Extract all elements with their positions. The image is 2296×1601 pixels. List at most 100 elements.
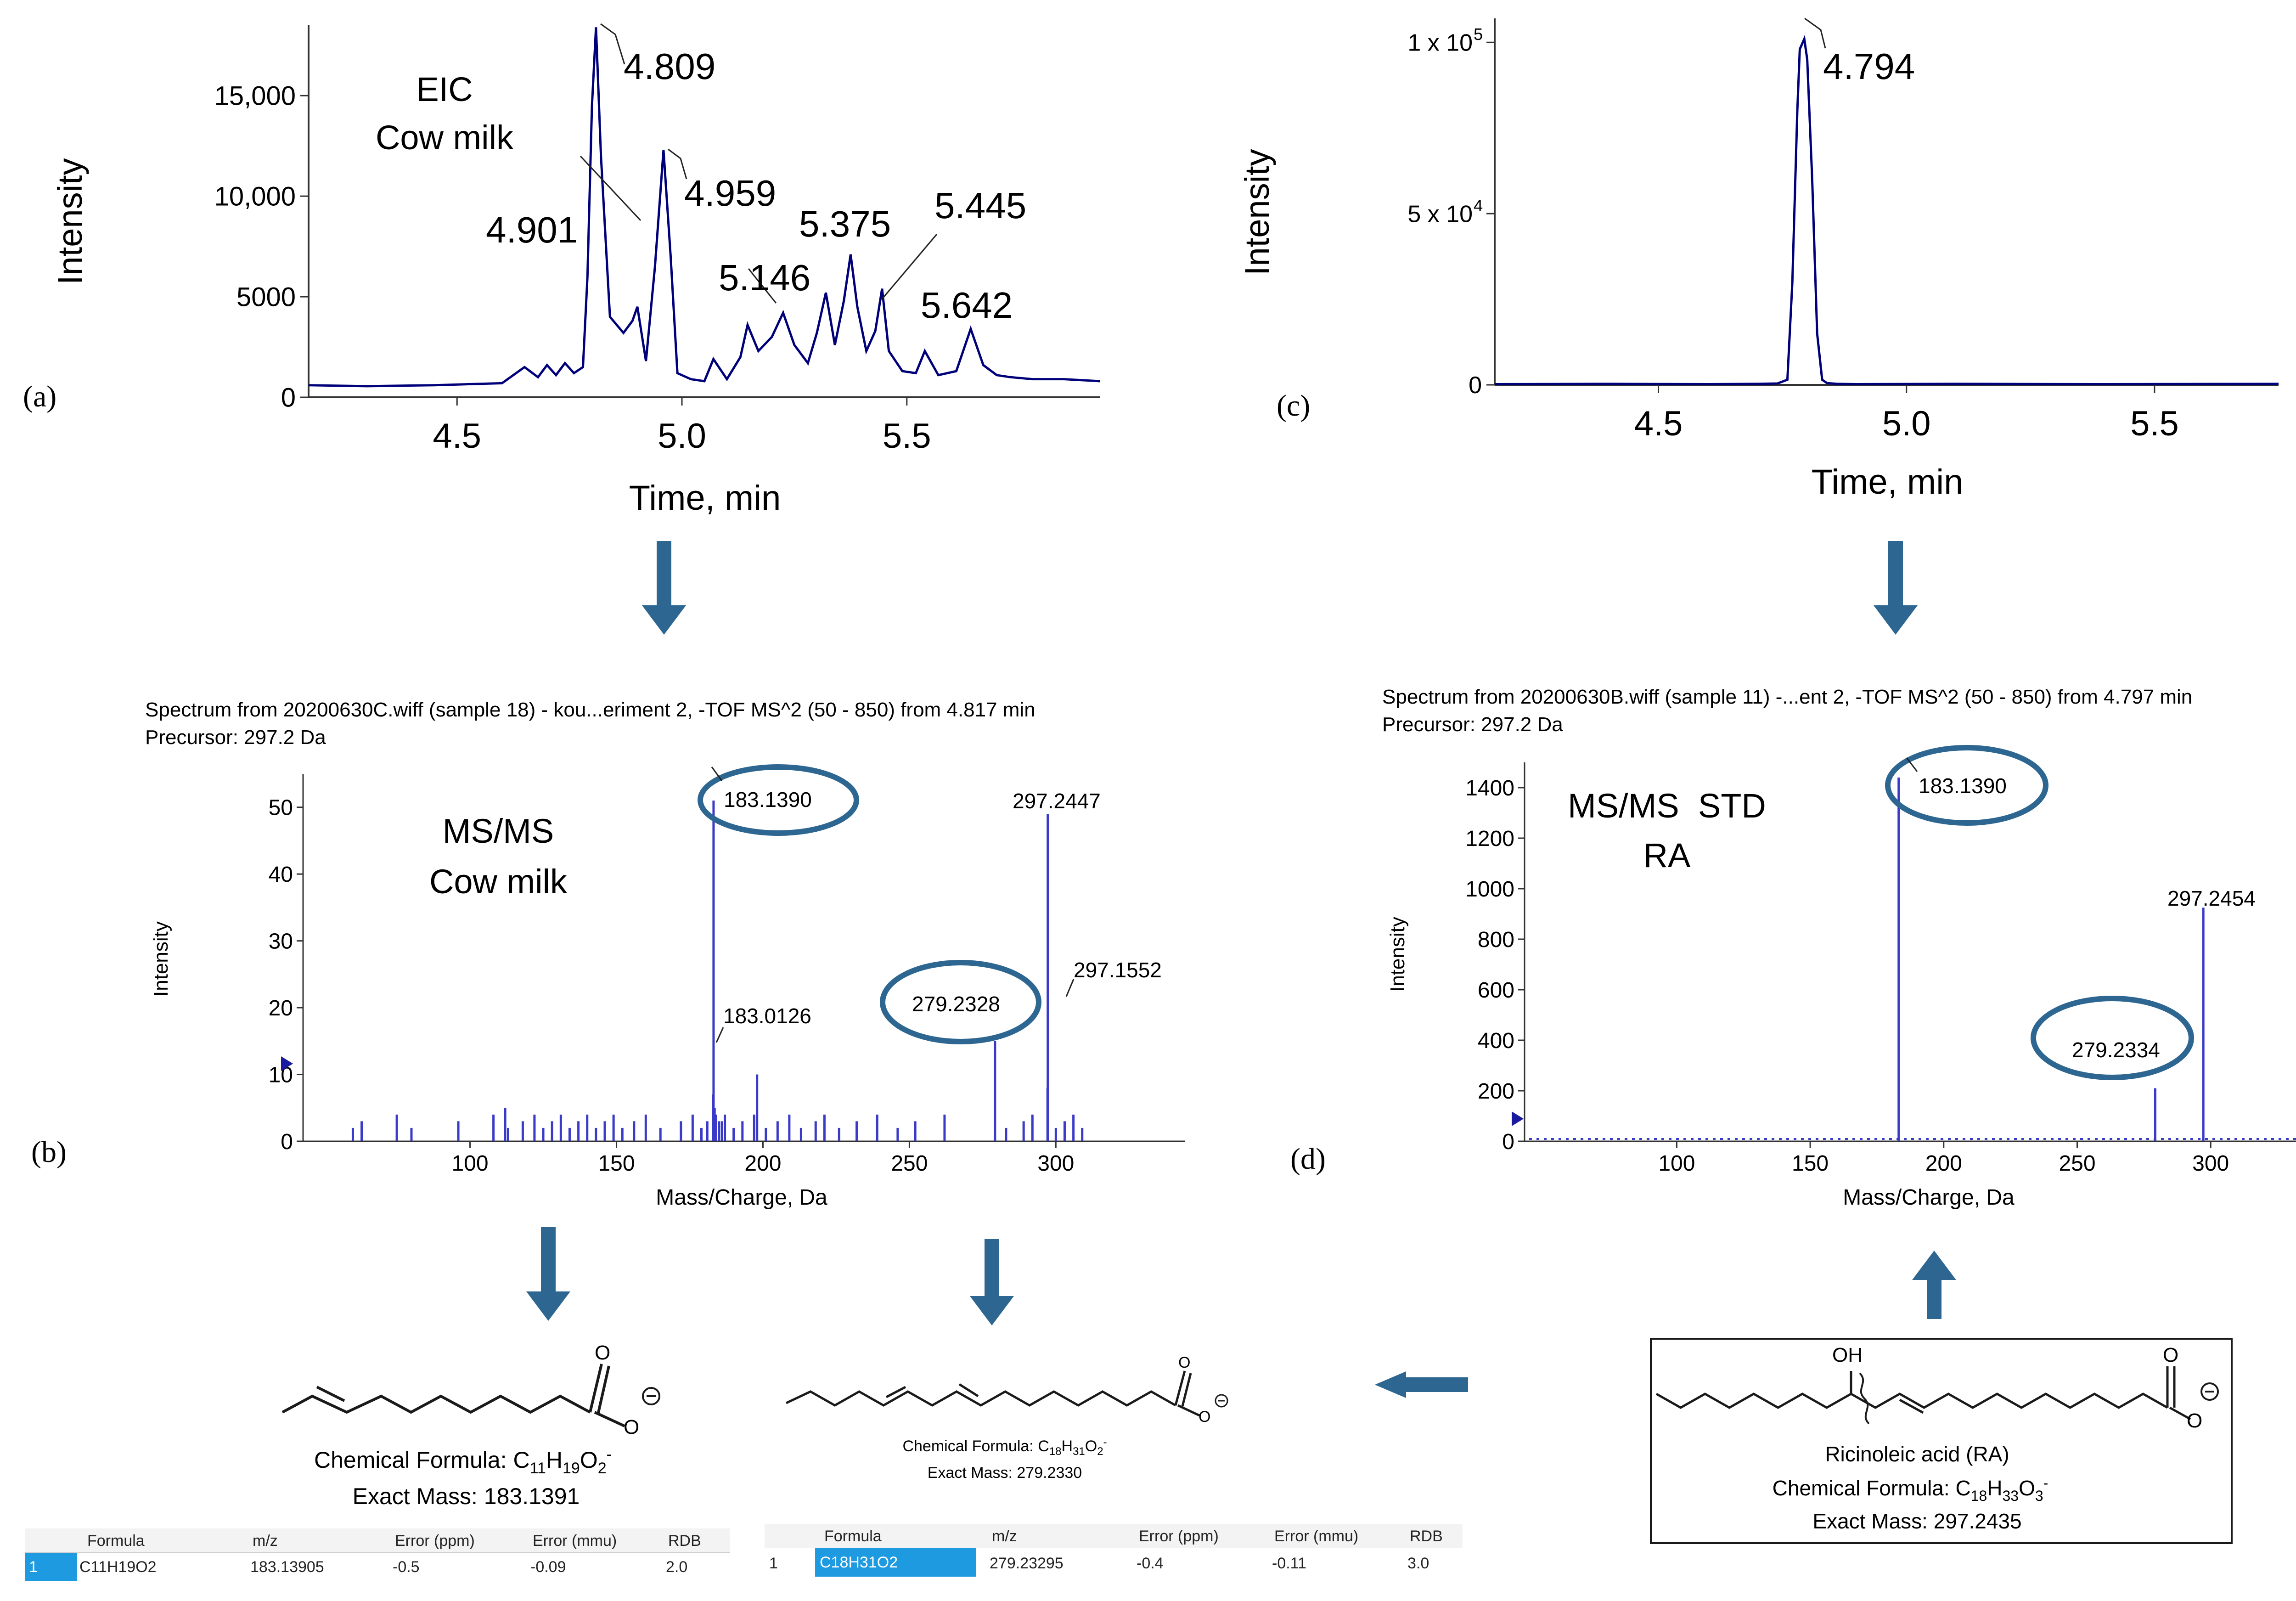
- chart-b-peak-1831390: 183.1390: [724, 788, 812, 812]
- chart-a-peak-4959: 4.959: [684, 173, 776, 214]
- chart-d-highlight-279: [2031, 996, 2194, 1080]
- chart-d: (d) Spectrum from 20200630B.wiff (sample…: [1290, 686, 2296, 1210]
- arrow-down-b-to-s1: [526, 1227, 570, 1321]
- cell-error-mmu: -0.09: [530, 1558, 566, 1576]
- column-header-formula[interactable]: Formula: [824, 1528, 882, 1545]
- x-tick-label: 100: [452, 1151, 489, 1176]
- chart-a-ylabel: Intensity: [51, 158, 89, 285]
- chart-b-leader-183: [711, 767, 723, 781]
- column-header-error-ppm[interactable]: Error (ppm): [1139, 1528, 1219, 1545]
- y-tick-label: 400: [1478, 1029, 1514, 1053]
- chart-a: (a) Intensity 0 5000 10,000 15,000 4.5 5.0 5.…: [23, 23, 1101, 518]
- structure-1-formula: Chemical Formula: C11H19O2-: [314, 1446, 612, 1477]
- column-header-rdb[interactable]: RDB: [1410, 1528, 1443, 1545]
- row-index: 1: [769, 1555, 778, 1572]
- chart-b-peak-2972447: 297.2447: [1013, 789, 1101, 813]
- arrow-down-a-to-b: [642, 541, 686, 635]
- structure-1-chain: [281, 1394, 591, 1414]
- chart-a-peak-5445: 5.445: [934, 185, 1026, 226]
- y-tick-label: 10,000: [214, 181, 296, 211]
- chart-a-peak-5375: 5.375: [799, 203, 891, 244]
- chart-b-peak-2971552: 297.1552: [1074, 958, 1162, 982]
- chart-c-xlabel: Time, min: [1812, 462, 1964, 502]
- structure-1-charge-icon: [642, 1387, 660, 1405]
- structure-1: [281, 1364, 625, 1427]
- x-tick-label: 4.5: [433, 417, 481, 456]
- structure-3-chain: [1655, 1392, 2168, 1409]
- chart-d-xlabel: Mass/Charge, Da: [1843, 1185, 2015, 1210]
- chart-c-x-ticks: 4.5 5.0 5.5: [1634, 385, 2179, 443]
- chart-d-highlight-183: [1885, 745, 2048, 826]
- results-table-1: Formula m/z Error (ppm) Error (mmu) RDB …: [25, 1528, 730, 1597]
- chart-a-xlabel: Time, min: [629, 479, 781, 518]
- cell-error-mmu: -0.11: [1272, 1555, 1306, 1572]
- structure-2-oxygen-top: O: [1178, 1354, 1190, 1371]
- chart-d-precursor-marker-icon: [1512, 1111, 1524, 1126]
- flow-arrows: [526, 541, 1956, 1398]
- chart-b-xlabel: Mass/Charge, Da: [656, 1185, 827, 1210]
- structure-3-oxygen-minus: O: [2187, 1409, 2202, 1432]
- structure-2-exact-mass: Exact Mass: 279.2330: [928, 1464, 1082, 1482]
- x-tick-label: 150: [1792, 1151, 1829, 1176]
- structure-1-carbonyl: [589, 1364, 603, 1413]
- chart-d-x-ticks: 100 150 200 250 300: [1658, 1141, 2229, 1176]
- results-table-2-header: Formula m/z Error (ppm) Error (mmu) RDB: [765, 1524, 1463, 1548]
- arrow-left-s3-to-s2: [1375, 1371, 1468, 1398]
- chart-b-peak-1830126: 183.0126: [723, 1004, 811, 1028]
- y-tick-label: 40: [269, 863, 293, 887]
- column-header-mz[interactable]: m/z: [253, 1532, 278, 1550]
- x-tick-label: 200: [744, 1151, 781, 1176]
- x-tick-label: 300: [2192, 1151, 2229, 1176]
- cell-error-ppm: -0.5: [393, 1558, 420, 1576]
- x-tick-label: 5.0: [658, 417, 706, 456]
- y-tick-label: 30: [269, 929, 293, 953]
- column-header-rdb[interactable]: RDB: [668, 1532, 701, 1550]
- x-tick-label: 5.5: [2130, 404, 2179, 443]
- chart-a-annotation-cowmilk: Cow milk: [376, 118, 514, 157]
- chart-d-peak-2792334: 279.2334: [2072, 1038, 2160, 1062]
- chart-d-peaks: [1897, 778, 2205, 1141]
- chart-b-ylabel: Intensity: [150, 921, 172, 997]
- y-tick-label: 800: [1478, 928, 1514, 952]
- structure-2-oxygen-minus: O: [1199, 1408, 1210, 1426]
- y-tick-label: 5 x 10: [1407, 201, 1473, 227]
- arrow-up-s3-to-d: [1912, 1251, 1956, 1319]
- chart-c: (c) Intensity 05 x 10 41 x 10 5 4.5 5.0 5.5 …: [1238, 17, 2279, 502]
- structure-3-exact-mass: Exact Mass: 297.2435: [1812, 1509, 2021, 1533]
- x-tick-label: 4.5: [1634, 404, 1683, 443]
- structure-3-box: [1650, 1338, 2233, 1544]
- panel-label-b: (b): [31, 1135, 67, 1169]
- cell-mz: 279.23295: [990, 1555, 1064, 1572]
- cell-mz: 183.13905: [250, 1558, 324, 1576]
- column-header-error-mmu[interactable]: Error (mmu): [533, 1532, 617, 1550]
- chart-b-peaks: [504, 800, 1049, 1141]
- chart-a-peak-4809: 4.809: [624, 46, 715, 87]
- chart-a-peak-5642: 5.642: [921, 285, 1013, 326]
- table-row[interactable]: 1 C18H31O2 279.23295 -0.4 -0.11 3.0: [765, 1548, 1463, 1577]
- y-tick-label: 200: [1478, 1079, 1514, 1104]
- y-tick-label: 15,000: [214, 81, 296, 111]
- y-tick-label: 1200: [1465, 827, 1514, 851]
- x-tick-label: 250: [891, 1151, 928, 1176]
- column-header-error-ppm[interactable]: Error (ppm): [395, 1532, 475, 1550]
- structure-3-oxygen-top: O: [2163, 1344, 2178, 1366]
- chart-d-header: Spectrum from 20200630B.wiff (sample 11)…: [1382, 686, 2192, 708]
- structure-2-charge-icon: [1215, 1394, 1228, 1408]
- column-header-error-mmu[interactable]: Error (mmu): [1274, 1528, 1359, 1545]
- chart-d-annotation-ra: RA: [1643, 836, 1691, 874]
- column-header-formula[interactable]: Formula: [87, 1532, 145, 1550]
- x-tick-label: 200: [1925, 1151, 1962, 1176]
- cell-rdb: 2.0: [666, 1558, 688, 1576]
- x-tick-label: 5.5: [883, 417, 931, 456]
- chart-d-peak-1831390: 183.1390: [1919, 774, 2007, 798]
- chart-b-x-ticks: 100 150 200 250 300: [452, 1141, 1074, 1176]
- y-tick-label: 1 x 10: [1407, 29, 1473, 56]
- row-index: 1: [25, 1553, 77, 1581]
- table-row[interactable]: 1 C11H19O2 183.13905 -0.5 -0.09 2.0: [25, 1552, 730, 1581]
- chart-b-highlight-183: [698, 764, 859, 836]
- y-tick-label: 1000: [1465, 877, 1514, 902]
- y-tick-label: 0: [1469, 372, 1482, 399]
- chart-d-peak-2972454: 297.2454: [2167, 886, 2256, 910]
- column-header-mz[interactable]: m/z: [992, 1528, 1017, 1545]
- chart-c-peak-4794: 4.794: [1823, 46, 1915, 87]
